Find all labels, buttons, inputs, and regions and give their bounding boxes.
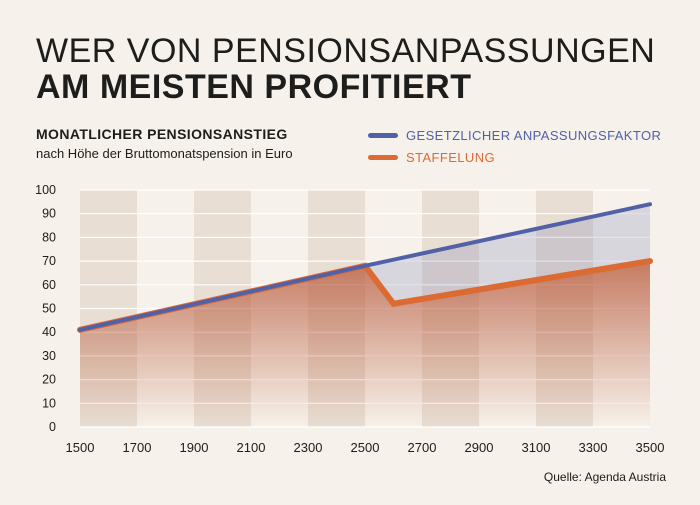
source-note: Quelle: Agenda Austria — [543, 470, 666, 484]
y-tick-label: 10 — [42, 396, 56, 410]
legend-swatch-orange — [368, 154, 398, 160]
y-tick-label: 20 — [42, 373, 56, 387]
chart-subtitle: MONATLICHER PENSIONSANSTIEG — [36, 126, 288, 142]
staffelung-area — [80, 261, 650, 427]
legend-label-gesetzlich: GESETZLICHER ANPASSUNGSFAKTOR — [406, 127, 662, 143]
y-tick-label: 50 — [42, 302, 56, 316]
y-tick-label: 30 — [42, 349, 56, 363]
legend-swatch-blue — [368, 132, 398, 138]
x-tick-label: 2300 — [294, 440, 323, 455]
chart-title-line2: AM MEISTEN PROFITIERT — [36, 68, 472, 106]
x-tick-label: 2500 — [351, 440, 380, 455]
series-line-gesetzlich — [78, 202, 652, 332]
y-tick-label: 60 — [42, 278, 56, 292]
legend-label-staffelung: STAFFELUNG — [406, 149, 495, 165]
x-tick-label: 3100 — [522, 440, 551, 455]
x-tick-label: 3300 — [579, 440, 608, 455]
chart-title-line1: WER VON PENSIONSANPASSUNGEN — [36, 32, 656, 70]
x-tick-label: 3500 — [636, 440, 665, 455]
y-tick-label: 90 — [42, 207, 56, 221]
x-tick-label: 1500 — [66, 440, 95, 455]
y-tick-label: 40 — [42, 325, 56, 339]
x-tick-label: 1700 — [123, 440, 152, 455]
legend-item-staffelung: STAFFELUNG — [368, 146, 661, 168]
y-tick-label: 80 — [42, 230, 56, 244]
x-tick-label: 2900 — [465, 440, 494, 455]
x-tick-label: 2700 — [408, 440, 437, 455]
y-tick-label: 100 — [35, 183, 56, 197]
chart-subtitle-units: nach Höhe der Bruttomonatspension in Eur… — [36, 146, 293, 161]
legend: GESETZLICHER ANPASSUNGSFAKTOR STAFFELUNG — [368, 124, 661, 168]
legend-item-gesetzlich: GESETZLICHER ANPASSUNGSFAKTOR — [368, 124, 661, 146]
x-tick-label: 2100 — [237, 440, 266, 455]
y-tick-label: 0 — [49, 420, 56, 434]
difference-area — [365, 204, 650, 304]
y-tick-label: 70 — [42, 254, 56, 268]
x-tick-label: 1900 — [180, 440, 209, 455]
